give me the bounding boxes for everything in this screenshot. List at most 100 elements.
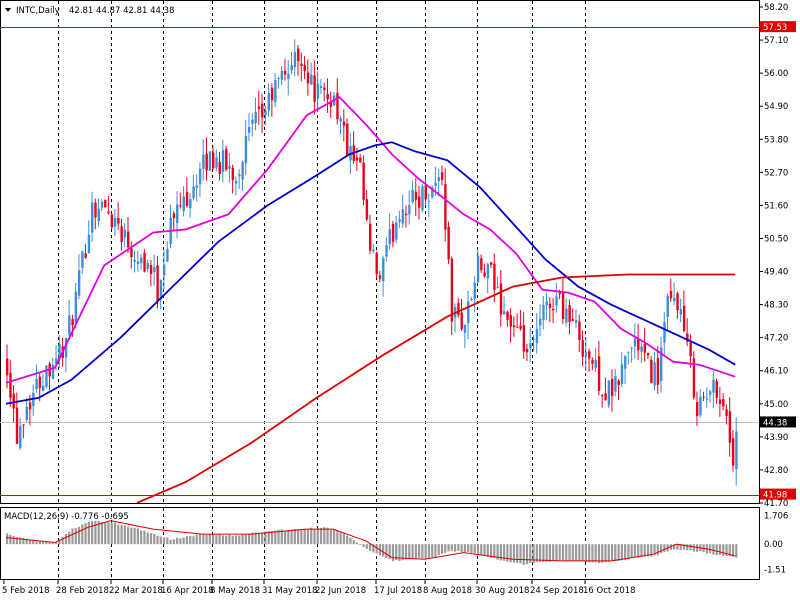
macd-bar — [568, 544, 571, 562]
macd-bar — [434, 544, 437, 558]
macd-bar — [362, 544, 365, 548]
candle-body — [702, 396, 705, 398]
macd-bar — [539, 544, 542, 562]
macd-bar — [254, 532, 257, 545]
macd-bar — [368, 544, 372, 552]
candle-body — [277, 77, 280, 79]
macd-bar — [545, 544, 548, 562]
candle-body — [365, 199, 369, 220]
macd-bar — [359, 544, 362, 545]
candle-body — [718, 399, 722, 404]
macd-bar — [12, 535, 15, 545]
candle-body — [669, 290, 673, 299]
price-tick-label: 56.00 — [764, 69, 788, 79]
candle-body — [179, 205, 182, 207]
macd-bar — [333, 529, 336, 545]
macd-bar — [234, 535, 238, 545]
candle-body — [22, 424, 25, 426]
candle-body — [81, 251, 84, 268]
macd-bar — [522, 544, 525, 565]
candle-body — [447, 226, 450, 260]
candle-body — [424, 185, 427, 200]
candle-body — [159, 279, 163, 300]
macd-bar — [424, 544, 427, 559]
macd-bar — [179, 538, 182, 545]
candle-body — [339, 118, 342, 122]
macd-bar — [542, 544, 545, 563]
macd-bar — [94, 520, 97, 545]
macd-bar — [506, 544, 509, 562]
macd-bar — [532, 544, 535, 564]
candle-body — [225, 148, 228, 170]
macd-bar — [480, 544, 483, 556]
macd-bar — [643, 544, 646, 557]
macd-bar — [140, 530, 143, 545]
price-tick-label: 52.70 — [764, 168, 788, 178]
candle-body — [215, 157, 218, 168]
macd-bar — [712, 544, 715, 555]
macd-bar — [597, 544, 601, 564]
candle-body — [293, 52, 297, 68]
candle-body — [208, 151, 212, 171]
macd-bar — [19, 537, 22, 545]
macd-bar — [68, 531, 71, 545]
candle-body — [146, 262, 150, 269]
moving-average-line — [5, 141, 736, 405]
macd-panel-frame — [0, 507, 760, 580]
macd-bar — [529, 544, 532, 563]
candle-body — [28, 402, 32, 410]
macd-bar — [679, 544, 682, 550]
candle-body — [401, 209, 405, 224]
candle-body — [398, 219, 401, 222]
macd-bar — [162, 537, 166, 545]
candle-body — [503, 311, 506, 315]
candle-body — [117, 218, 120, 224]
horizontal-lines — [0, 27, 759, 496]
macd-bar — [218, 534, 221, 545]
macd-bar — [261, 532, 264, 545]
macd-bar — [287, 530, 290, 545]
macd-bar — [476, 544, 480, 555]
macd-bar — [483, 544, 486, 556]
macd-bar — [431, 544, 434, 558]
candle-body — [725, 409, 728, 416]
macd-bar — [313, 528, 316, 545]
macd-bar — [290, 529, 293, 545]
macd-axis: 1.706 0.00 -1.51 — [764, 512, 788, 576]
candle-body — [238, 174, 241, 177]
candle-body — [516, 326, 519, 328]
candle-body — [578, 321, 581, 341]
macd-bar — [682, 544, 686, 550]
macd-bar — [48, 542, 51, 545]
moving-average-line — [5, 96, 736, 384]
candle-body — [270, 87, 274, 101]
candle-body — [571, 319, 575, 321]
macd-bar — [45, 541, 48, 545]
macd-bar — [627, 544, 630, 560]
macd-bar — [578, 544, 581, 562]
macd-bar — [342, 532, 346, 545]
candle-body — [25, 406, 29, 420]
candle-body — [68, 315, 71, 335]
macd-bar — [274, 530, 277, 545]
macd-bar — [159, 536, 162, 545]
candle-body — [548, 303, 552, 308]
candle-body — [722, 399, 725, 407]
macd-bar — [231, 536, 234, 545]
triangle-down-icon[interactable] — [5, 8, 11, 12]
candle-body — [198, 168, 202, 185]
macd-bar — [339, 531, 342, 545]
macd-bar — [594, 544, 597, 563]
current-price-tag: 44.38 — [763, 418, 787, 428]
candle-body — [303, 64, 306, 71]
macd-bar — [100, 521, 104, 545]
candle-body — [431, 187, 434, 198]
candle-body — [666, 295, 669, 318]
macd-bar — [110, 522, 113, 545]
candle-body — [297, 48, 300, 62]
date-tick-label: 17 Jul 2018 — [374, 586, 422, 596]
candle-body — [91, 202, 94, 233]
candle-body — [166, 248, 169, 262]
